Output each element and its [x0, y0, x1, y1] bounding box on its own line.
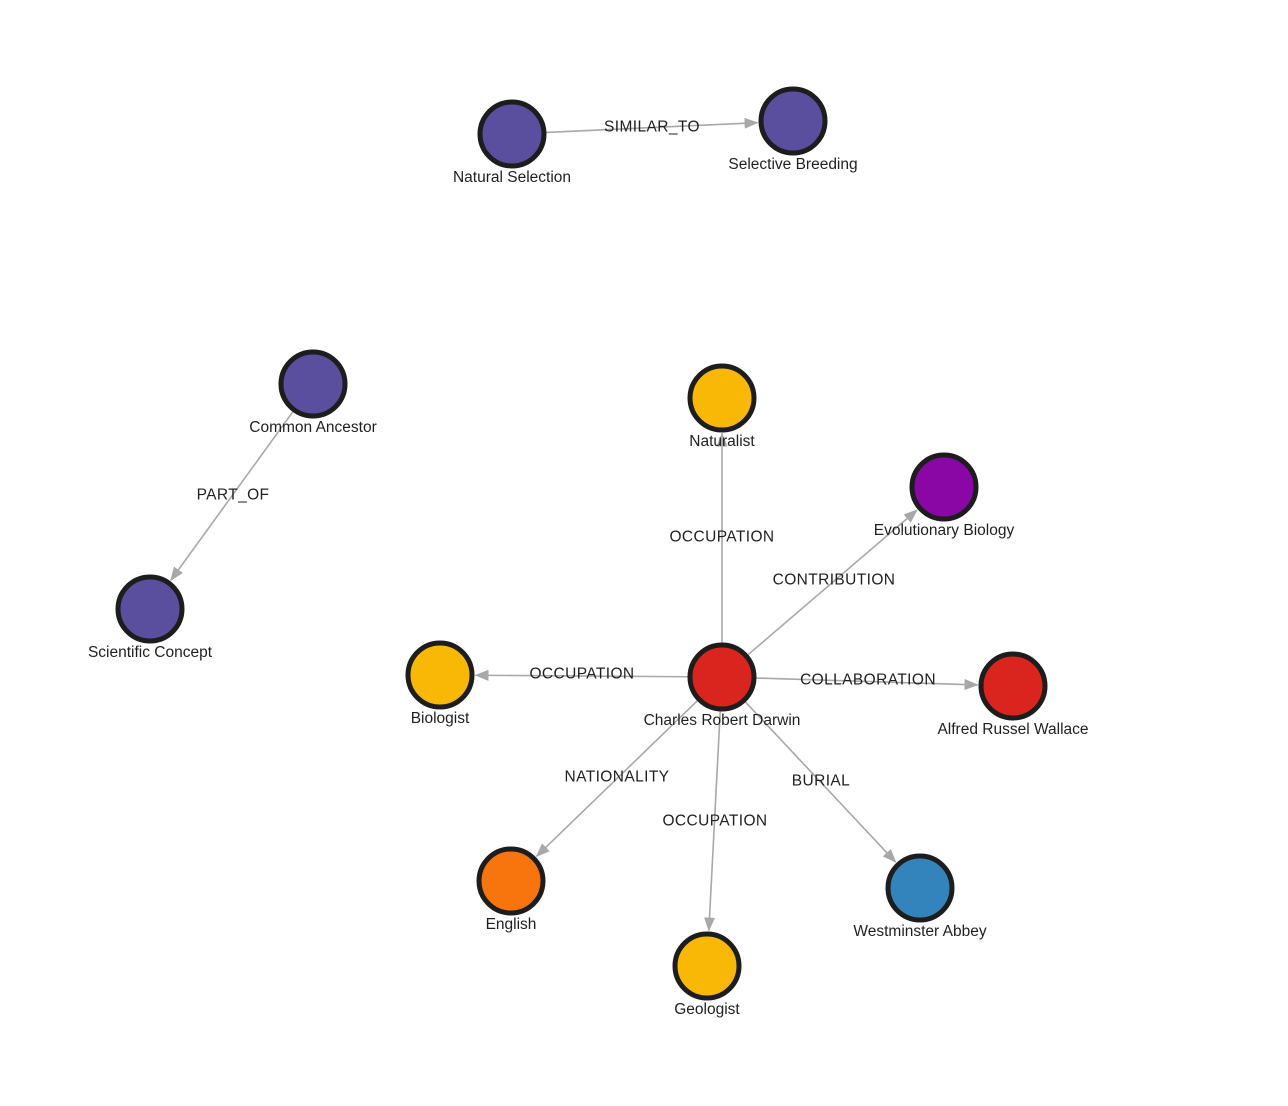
edge-label-common-ancestor-scientific-concept: PART_OF — [197, 487, 270, 504]
edge-charles-robert-darwin-westminster-abbey — [745, 701, 897, 863]
edge-label-charles-robert-darwin-westminster-abbey: BURIAL — [792, 773, 850, 790]
edge-common-ancestor-scientific-concept — [170, 411, 294, 582]
node-label-naturalist: Naturalist — [689, 433, 755, 450]
node-label-english: English — [486, 916, 537, 933]
node-naturalist[interactable] — [687, 363, 757, 433]
edge-label-charles-robert-darwin-english: NATIONALITY — [565, 769, 670, 786]
edge-charles-robert-darwin-geologist — [704, 711, 722, 932]
edge-label-charles-robert-darwin-geologist: OCCUPATION — [662, 813, 767, 830]
edge-label-charles-robert-darwin-naturalist: OCCUPATION — [669, 529, 774, 546]
node-label-common-ancestor: Common Ancestor — [249, 419, 377, 436]
node-biologist[interactable] — [405, 640, 475, 710]
node-label-evolutionary-biology: Evolutionary Biology — [874, 522, 1015, 539]
node-charles-robert-darwin[interactable] — [687, 642, 757, 712]
node-english[interactable] — [476, 846, 546, 916]
node-label-natural-selection: Natural Selection — [453, 169, 571, 186]
edge-label-charles-robert-darwin-evolutionary-biology: CONTRIBUTION — [773, 572, 896, 589]
node-label-westminster-abbey: Westminster Abbey — [853, 923, 986, 940]
node-label-alfred-russel-wallace: Alfred Russel Wallace — [937, 721, 1088, 738]
edge-label-charles-robert-darwin-biologist: OCCUPATION — [529, 666, 634, 683]
node-common-ancestor[interactable] — [278, 349, 348, 419]
edge-charles-robert-darwin-alfred-russel-wallace — [756, 677, 979, 690]
node-evolutionary-biology[interactable] — [909, 452, 979, 522]
node-label-biologist: Biologist — [411, 710, 470, 727]
edge-charles-robert-darwin-biologist — [474, 669, 688, 681]
edge-label-natural-selection-selective-breeding: SIMILAR_TO — [604, 119, 700, 136]
edge-natural-selection-selective-breeding — [546, 117, 759, 134]
node-label-charles-robert-darwin: Charles Robert Darwin — [644, 712, 801, 729]
node-natural-selection[interactable] — [477, 99, 547, 169]
node-geologist[interactable] — [672, 931, 742, 1001]
node-label-scientific-concept: Scientific Concept — [88, 644, 213, 661]
node-westminster-abbey[interactable] — [885, 853, 955, 923]
node-alfred-russel-wallace[interactable] — [978, 651, 1048, 721]
node-selective-breeding[interactable] — [758, 86, 828, 156]
edge-charles-robert-darwin-evolutionary-biology — [747, 509, 918, 656]
edge-label-charles-robert-darwin-alfred-russel-wallace: COLLABORATION — [800, 672, 936, 689]
node-scientific-concept[interactable] — [115, 574, 185, 644]
node-label-selective-breeding: Selective Breeding — [728, 156, 857, 173]
edge-charles-robert-darwin-english — [535, 700, 698, 858]
node-label-geologist: Geologist — [674, 1001, 740, 1018]
